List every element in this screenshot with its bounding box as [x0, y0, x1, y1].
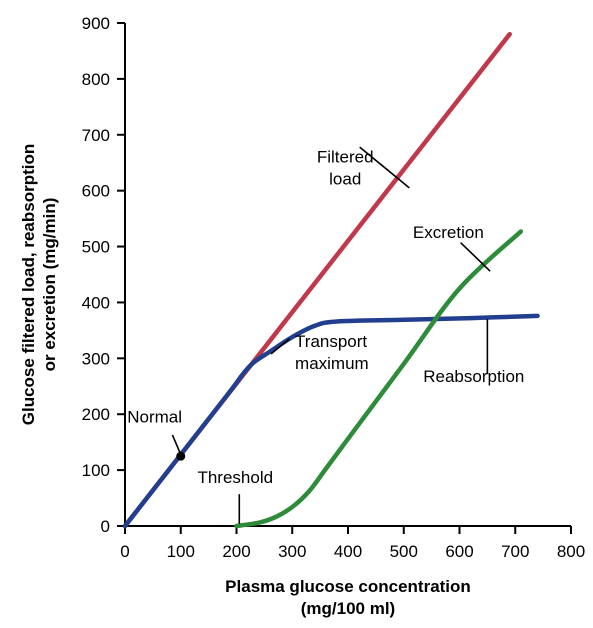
axes: 0 100 200 300 400 500 600 700 800 0 100 200 300 400 50…	[82, 14, 586, 561]
y-tick-label: 0	[101, 517, 110, 536]
annotation-layer: Filtered load Excretion Transport maximum Rea…	[127, 146, 524, 524]
series-layer	[122, 31, 540, 529]
x-tick-label: 300	[278, 542, 306, 561]
x-tick-label: 0	[120, 542, 129, 561]
annotation-pointer-normal	[171, 434, 182, 455]
annotation-pointer-transport	[270, 338, 290, 355]
normal-point	[176, 451, 186, 461]
y-tick-label: 100	[82, 461, 110, 480]
y-tick-label: 900	[82, 14, 110, 33]
y-tick-label: 200	[82, 405, 110, 424]
series-line-reabsorption	[122, 313, 540, 529]
y-axis-title: Glucose filtered load, reabsorption	[19, 144, 38, 426]
y-tick-label: 600	[82, 182, 110, 201]
y-axis-title-unit: or excretion (mg/min)	[40, 198, 59, 372]
x-tick-label: 100	[167, 542, 195, 561]
y-tick-label: 800	[82, 70, 110, 89]
annotation-pointer-filtered	[359, 146, 410, 189]
annotation-transport: Transport	[295, 332, 367, 351]
y-tick-label: 400	[82, 293, 110, 312]
annotation-filtered: load	[329, 170, 361, 189]
x-axis-title-unit: (mg/100 ml)	[301, 599, 395, 618]
y-tick-label: 300	[82, 349, 110, 368]
annotation-pointer-excretion	[460, 242, 491, 272]
annotation-filtered: Filtered	[317, 148, 374, 167]
x-tick-label: 400	[334, 542, 362, 561]
x-tick-label: 200	[222, 542, 250, 561]
y-tick-label: 500	[82, 238, 110, 257]
series-line-excretion	[234, 229, 524, 529]
y-tick-label: 700	[82, 126, 110, 145]
annotation-transport: maximum	[295, 354, 369, 373]
annotation-reabsorption: Reabsorption	[423, 367, 524, 386]
annotation-threshold: Threshold	[197, 468, 273, 487]
x-tick-label: 600	[445, 542, 473, 561]
annotation-normal: Normal	[127, 408, 182, 427]
x-axis-title: Plasma glucose concentration	[225, 577, 471, 596]
x-tick-label: 700	[501, 542, 529, 561]
annotation-excretion: Excretion	[413, 223, 484, 242]
x-tick-label: 800	[557, 542, 585, 561]
x-tick-label: 500	[390, 542, 418, 561]
